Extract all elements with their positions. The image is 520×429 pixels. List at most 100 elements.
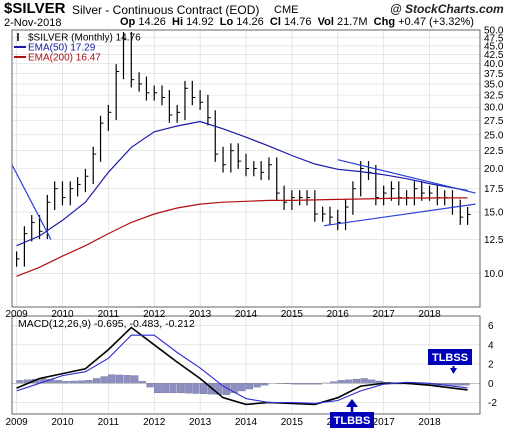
macd-histogram-bar	[154, 383, 162, 394]
macd-histogram-bar	[85, 380, 93, 384]
macd-y-tick-label: 4	[488, 340, 494, 351]
trendline-lower	[323, 203, 476, 227]
macd-histogram-bar	[368, 379, 376, 384]
macd-histogram-bar	[184, 383, 192, 394]
macd-histogram-bar	[92, 378, 101, 384]
tlbss-label: TLBSS	[432, 352, 468, 364]
price-x-tick-label: 2011	[98, 309, 120, 320]
price-x-tick-label: 2014	[235, 309, 258, 320]
tlbss-label-box	[428, 349, 472, 365]
macd-histogram-bar	[360, 378, 368, 384]
price-y-tick-label: 15.0	[484, 207, 504, 218]
macd-histogram-bar	[108, 374, 116, 384]
legend-label: $SILVER (Monthly) 14.76	[28, 33, 141, 44]
price-x-axis: 2009 2010 2011 2012 2013 2014 2015 2016 2017 2018	[5, 309, 441, 320]
macd-histogram-bar	[177, 383, 185, 394]
price-y-tick-label: 12.5	[484, 235, 504, 246]
macd-line	[16, 326, 468, 406]
price-x-tick-label: 2012	[143, 309, 166, 320]
watermark-text: @ StockCharts.com	[390, 2, 504, 16]
open-value: 14.26	[138, 16, 166, 28]
price-y-tick-label: 45.0	[484, 41, 504, 52]
price-x-tick-label: 2017	[373, 309, 396, 320]
macd-y-tick-label: 2	[488, 360, 494, 371]
tlbbs-label: TLBBS	[334, 415, 371, 427]
price-y-tick-label: 32.5	[484, 91, 504, 102]
price-y-tick-label: 42.5	[484, 50, 504, 61]
close-value: 14.76	[283, 16, 312, 28]
macd-layer	[12, 326, 480, 406]
macd-histogram-bar	[69, 380, 78, 384]
macd-y-tick-label: -2	[488, 398, 497, 409]
macd-signal-line	[16, 334, 468, 404]
price-y-tick-label: 40.0	[484, 59, 504, 70]
ema200-line	[16, 197, 468, 277]
macd-x-tick-label: 2015	[281, 417, 304, 428]
macd-histogram-bar	[161, 383, 169, 394]
trendline-early	[11, 164, 52, 240]
tlbbs-label-box	[330, 412, 374, 428]
macd-histogram-bar	[352, 378, 361, 384]
macd-x-tick-label: 2009	[5, 417, 28, 428]
macd-histogram-bar	[169, 383, 177, 394]
price-y-tick-label: 20.0	[484, 164, 504, 175]
price-y-tick-label: 35.0	[484, 79, 504, 90]
exchange-label: CME	[274, 4, 299, 16]
macd-histogram-bar	[123, 375, 131, 384]
macd-histogram-bar	[253, 383, 261, 388]
price-grid	[12, 29, 480, 307]
price-y-tick-label: 22.5	[484, 146, 504, 157]
macd-histogram-bar	[146, 383, 154, 388]
price-panel-frame	[11, 29, 481, 308]
volume-value: 21.7M	[336, 16, 368, 28]
price-x-tick-label: 2010	[51, 309, 74, 320]
macd-y-tick-label: 0	[488, 379, 494, 390]
macd-histogram-bar	[54, 380, 62, 384]
annotations: TLBSS TLBBS	[330, 349, 472, 428]
price-y-tick-label: 17.5	[484, 184, 504, 195]
macd-x-tick-label: 2013	[189, 417, 212, 428]
chart-description: Silver - Continuous Contract (EOD)	[72, 3, 260, 17]
change-label: Chg	[373, 16, 396, 28]
price-layer	[11, 31, 476, 277]
chart-date: 2-Nov-2018	[4, 17, 62, 29]
chart-symbol: $SILVER	[4, 0, 66, 17]
legend-label: EMA(200) 16.47	[28, 53, 101, 64]
change-value: +0.47 (+3.32%)	[398, 16, 474, 28]
macd-x-tick-label: 2010	[51, 417, 74, 428]
tlbss-arrow	[450, 368, 457, 374]
price-y-tick-label: 30.0	[484, 103, 504, 114]
macd-x-tick-label: 2018	[418, 417, 441, 428]
macd-histogram-bar	[16, 380, 24, 384]
macd-histogram-bar	[199, 383, 208, 394]
macd-histogram-bar	[77, 380, 85, 384]
macd-y-axis: 6 4 2 0 -2	[488, 321, 497, 409]
macd-histogram-bar	[100, 376, 108, 384]
trendline-upper	[337, 159, 476, 194]
macd-x-tick-label: 2017	[373, 417, 396, 428]
price-x-tick-label: 2016	[327, 309, 350, 320]
price-x-tick-label: 2015	[281, 309, 304, 320]
header: $SILVER Silver - Continuous Contract (EO…	[0, 0, 520, 29]
macd-panel-frame	[11, 315, 481, 415]
price-y-tick-label: 37.5	[484, 69, 504, 80]
high-label: Hi	[172, 16, 183, 28]
macd-x-tick-label: 2011	[98, 417, 120, 428]
price-x-tick-label: 2013	[189, 309, 212, 320]
low-value: 14.26	[236, 16, 264, 28]
price-x-tick-label: 2009	[5, 309, 28, 320]
macd-histogram-bar	[131, 375, 139, 384]
ema50-line	[16, 120, 468, 247]
price-y-tick-label: 25.0	[484, 130, 504, 141]
macd-x-tick-label: 2012	[143, 417, 166, 428]
price-y-tick-label: 50.0	[484, 26, 504, 37]
price-y-tick-label: 47.5	[484, 33, 504, 44]
macd-grid	[12, 316, 480, 414]
macd-histogram-bar	[192, 383, 200, 394]
macd-histogram-bar	[345, 379, 353, 384]
tlbbs-arrow	[346, 399, 358, 407]
volume-label: Vol	[317, 16, 334, 28]
